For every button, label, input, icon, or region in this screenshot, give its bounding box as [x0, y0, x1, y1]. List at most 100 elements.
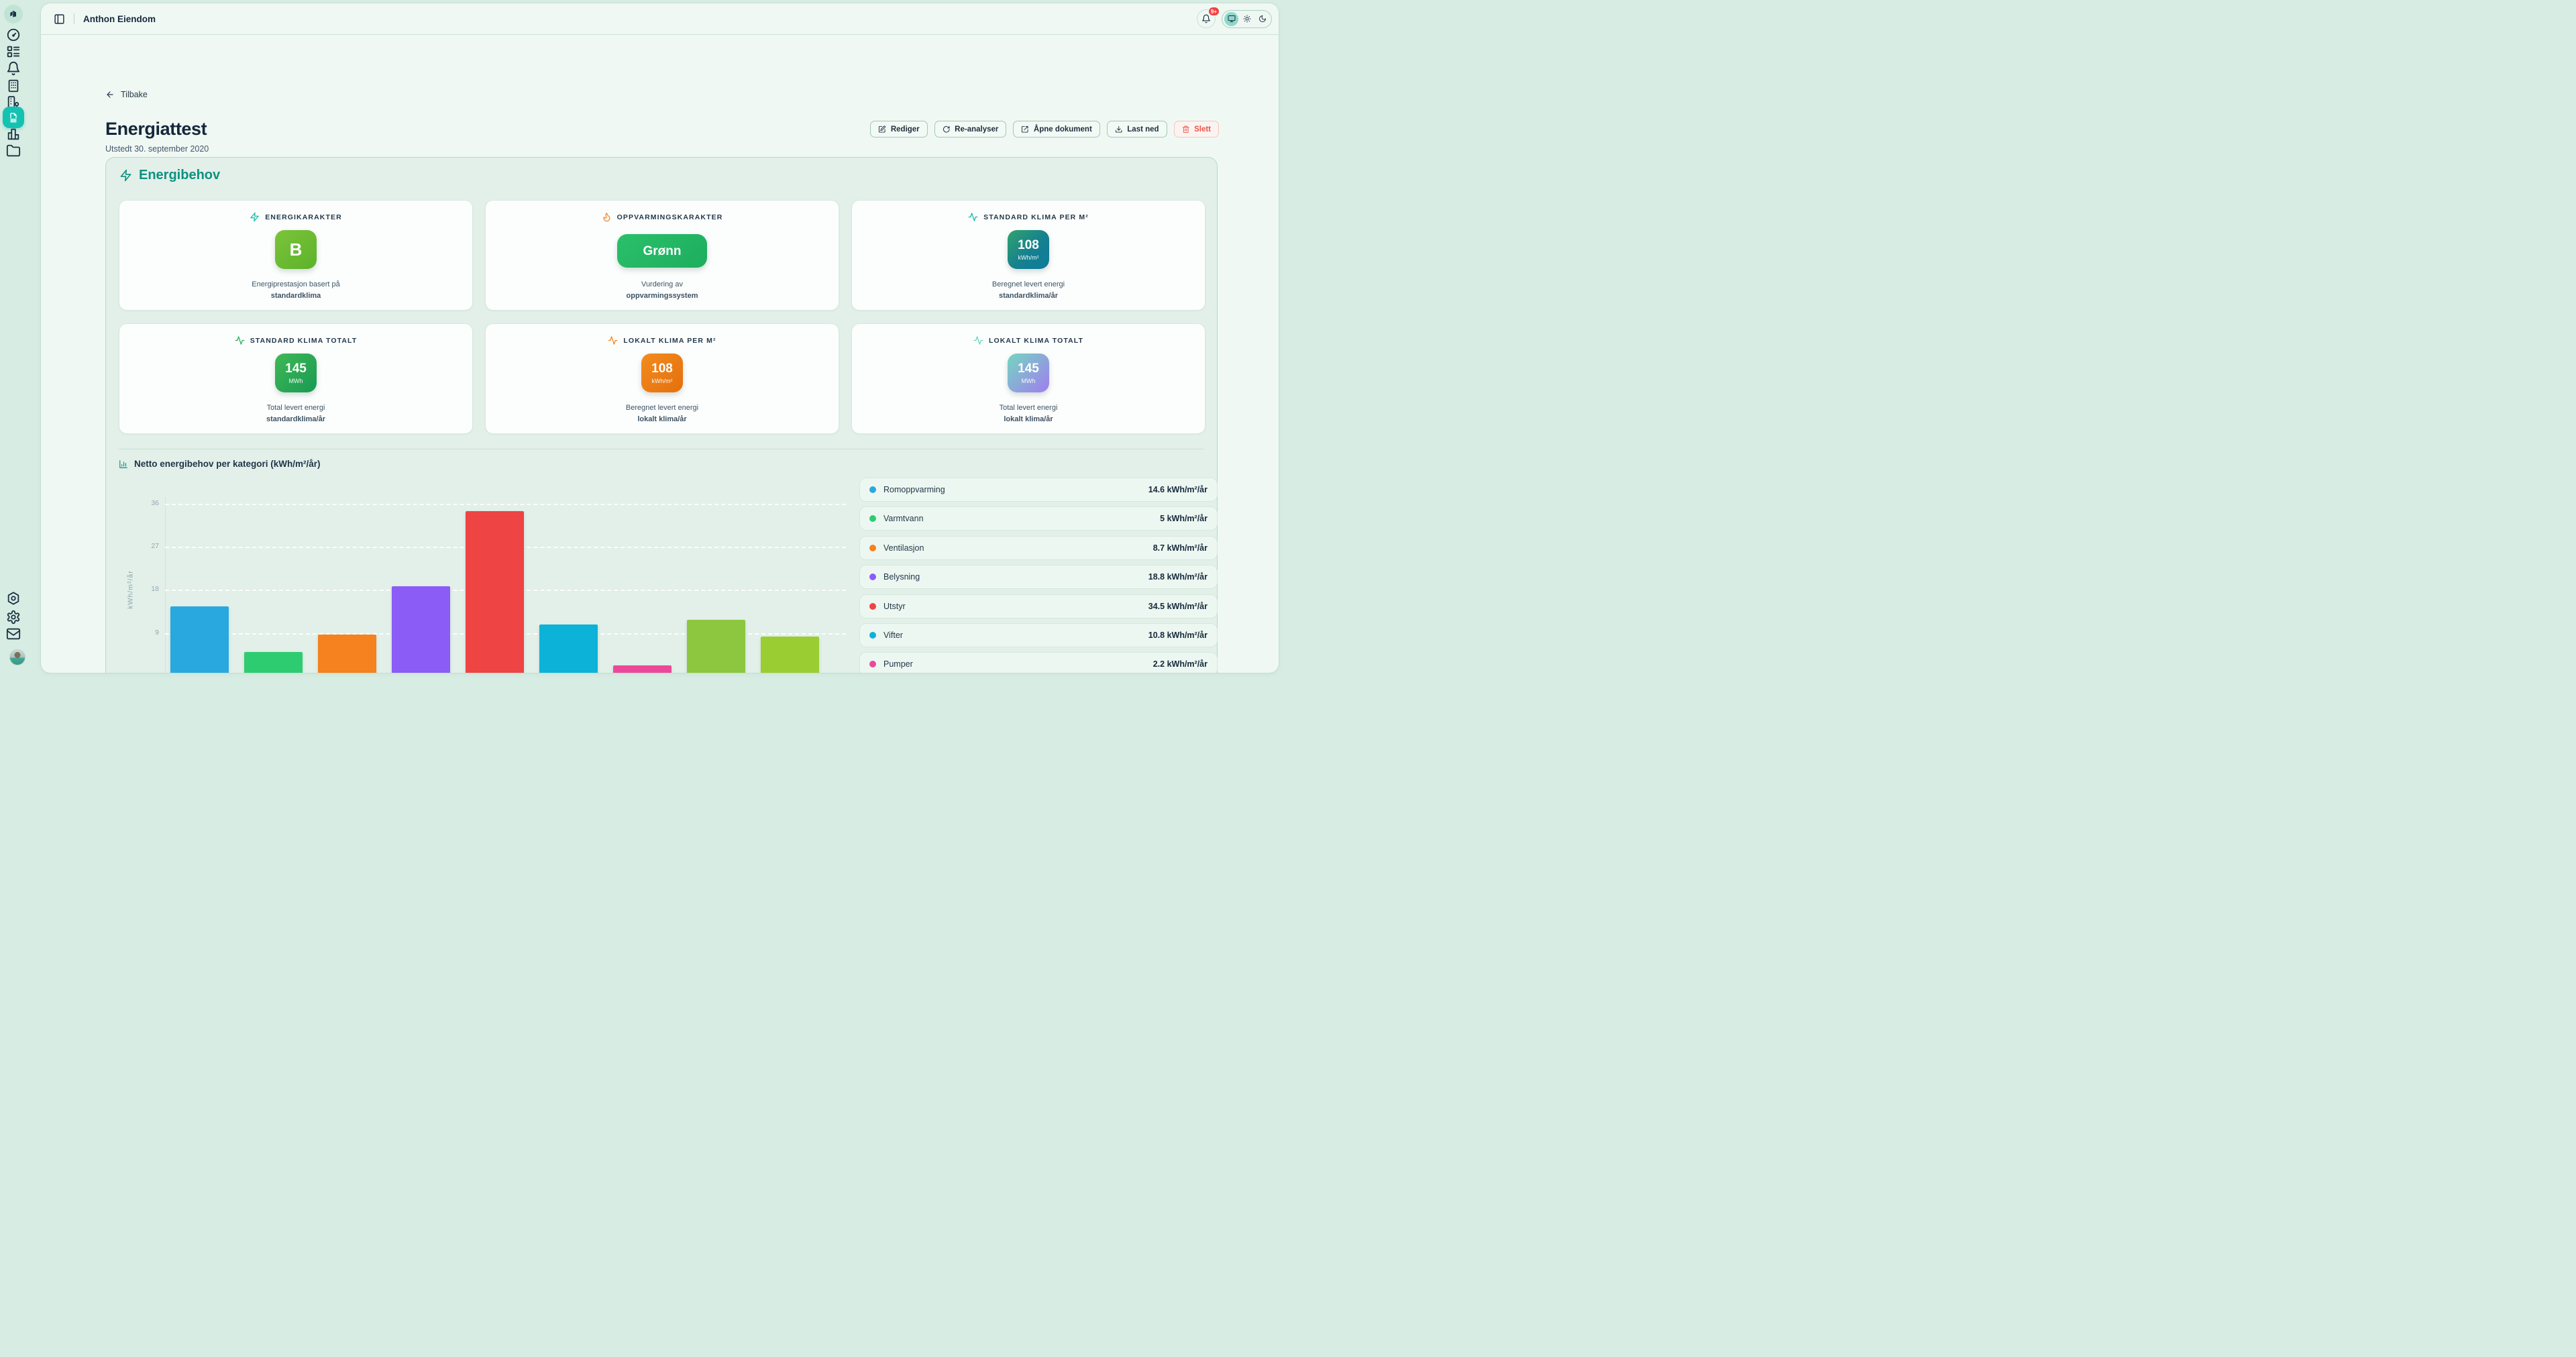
section-header: Energibehov — [119, 168, 220, 183]
legend-row-vifter[interactable]: Vifter 10.8 kWh/m²/år — [859, 622, 1218, 647]
legend-label: Pumper — [883, 659, 913, 669]
refresh-icon — [943, 125, 950, 133]
value-tile: 145 MWh — [275, 354, 317, 392]
sidebar-item-dashboard[interactable] — [6, 28, 21, 42]
gauge-icon — [7, 28, 20, 42]
download-button[interactable]: Last ned — [1106, 121, 1167, 138]
legend-row-belysning[interactable]: Belysning 18.8 kWh/m²/år — [859, 565, 1218, 590]
trash-icon — [1182, 125, 1189, 133]
topbar: Anthon Eiendom 9+ — [41, 3, 1279, 35]
user-avatar[interactable] — [9, 649, 25, 665]
activity-icon — [973, 336, 983, 345]
sun-icon — [1243, 15, 1250, 23]
flame-icon — [603, 213, 610, 222]
external-link-icon — [1022, 125, 1028, 133]
activity-icon — [968, 213, 978, 221]
notifications-button[interactable]: 9+ — [1197, 7, 1220, 28]
legend-value: 18.8 kWh/m²/år — [1148, 572, 1208, 582]
legend-value: 5 kWh/m²/år — [1160, 514, 1208, 524]
sidebar-item-integrations[interactable] — [6, 591, 21, 606]
legend-color-dot — [869, 544, 876, 551]
legend-color-dot — [869, 602, 876, 610]
theme-system-button[interactable] — [1224, 11, 1238, 26]
bar-chart-icon — [119, 459, 127, 468]
heating-grade-tile: Grønn — [617, 234, 707, 268]
chart-bar-Romoppvarming — [170, 606, 229, 673]
card-caption: Energiprestasjon basert på standardklima — [252, 280, 340, 300]
zap-icon — [250, 212, 259, 222]
sidebar-item-buildings[interactable] — [6, 78, 21, 93]
legend-row-romoppvarming[interactable]: Romoppvarming 14.6 kWh/m²/år — [859, 478, 1218, 502]
gear-icon — [7, 610, 20, 625]
theme-light-button[interactable] — [1240, 12, 1254, 26]
app-logo-icon[interactable] — [4, 5, 23, 23]
chart-y-axis — [165, 496, 166, 673]
theme-dark-button[interactable] — [1255, 12, 1269, 26]
bell-icon — [7, 62, 20, 76]
sidebar-toggle-button[interactable] — [54, 13, 65, 25]
main-content: Anthon Eiendom 9+ — [41, 3, 1279, 673]
open-document-label: Åpne dokument — [1033, 125, 1092, 133]
legend-row-ventilasjon[interactable]: Ventilasjon 8.7 kWh/m²/år — [859, 535, 1218, 560]
legend-label: Utstyr — [883, 601, 906, 611]
legend-value: 10.8 kWh/m²/år — [1148, 630, 1208, 640]
notification-badge: 9+ — [1208, 7, 1220, 16]
nut-hexagon-icon — [7, 592, 19, 605]
mail-icon — [6, 628, 21, 640]
page-subtitle: Utstedt 30. september 2020 — [105, 144, 209, 154]
sidebar-item-notifications[interactable] — [6, 61, 21, 76]
chart-bar-Pumper — [613, 665, 672, 673]
card-lokalt-klima-totalt: LOKALT KLIMA TOTALT 145 MWh Total levert… — [851, 323, 1205, 434]
card-lokalt-klima-per-m2: LOKALT KLIMA PER M² 108 kWh/m² Beregnet … — [485, 323, 839, 434]
chart-bar-Utstyr — [466, 510, 524, 673]
activity-icon — [608, 336, 618, 345]
legend-color-dot — [869, 574, 876, 581]
chart-bar-Vifter — [539, 624, 598, 673]
legend-row-utstyr[interactable]: Utstyr 34.5 kWh/m²/år — [859, 594, 1218, 618]
chart-y-axis-label: kWh/m²/år — [126, 570, 135, 609]
legend-row-varmtvann[interactable]: Varmtvann 5 kWh/m²/år — [859, 506, 1218, 531]
chart-title: Netto energibehov per kategori (kWh/m²/å… — [119, 459, 321, 469]
card-standard-klima-per-m2: STANDARD KLIMA PER M² 108 kWh/m² Beregne… — [851, 200, 1205, 311]
chart-tick-label: 36 — [151, 498, 159, 507]
sidebar-item-messages[interactable] — [6, 627, 21, 641]
section-title: Energibehov — [139, 168, 221, 182]
legend-label: Vifter — [883, 630, 903, 640]
edit-button[interactable]: Rediger — [870, 121, 928, 138]
open-document-button[interactable]: Åpne dokument — [1013, 121, 1100, 138]
card-caption: Beregnet levert energi standardklima/år — [991, 280, 1065, 300]
reanalyse-button[interactable]: Re-analyser — [934, 121, 1007, 138]
legend-label: Varmtvann — [883, 514, 924, 524]
sidebar-item-reports[interactable] — [6, 127, 21, 142]
edit-label: Rediger — [890, 125, 920, 133]
legend-label: Romoppvarming — [883, 485, 945, 494]
sidebar-item-certificates-active[interactable] — [3, 107, 24, 128]
card-label: ENERGIKARAKTER — [265, 213, 342, 221]
card-label: STANDARD KLIMA PER M² — [983, 213, 1089, 221]
chart-tick-label: 18 — [151, 585, 159, 594]
sidebar-item-overview[interactable] — [6, 44, 21, 59]
legend-row-pumper[interactable]: Pumper 2.2 kWh/m²/år — [859, 652, 1218, 673]
chart-bar-unlabeled-8 — [761, 636, 819, 673]
back-link[interactable]: Tilbake — [105, 90, 148, 99]
building-icon — [8, 79, 19, 93]
sidebar-item-settings[interactable] — [6, 610, 21, 625]
energibehov-panel: Energibehov ENERGIKARAKTER B Energiprest… — [105, 157, 1218, 673]
value-tile: 108 kWh/m² — [641, 354, 683, 392]
chart-legend: Romoppvarming 14.6 kWh/m²/år Varmtvann 5 kW… — [859, 478, 1218, 673]
grade-value: B — [289, 239, 303, 260]
legend-value: 8.7 kWh/m²/år — [1152, 543, 1208, 553]
value-tile: 145 MWh — [1008, 354, 1049, 392]
legend-value: 2.2 kWh/m²/år — [1152, 659, 1208, 669]
zap-icon — [120, 169, 131, 182]
edit-pen-icon — [879, 125, 886, 133]
panel-left-icon — [54, 13, 64, 24]
sidebar-item-files[interactable] — [6, 144, 21, 158]
sidebar — [0, 0, 41, 678]
download-label: Last ned — [1127, 125, 1159, 133]
activity-icon — [235, 336, 245, 345]
document-icon — [10, 113, 17, 123]
delete-button[interactable]: Slett — [1173, 121, 1219, 138]
card-standard-klima-totalt: STANDARD KLIMA TOTALT 145 MWh Total leve… — [119, 323, 473, 434]
back-label: Tilbake — [121, 90, 148, 99]
